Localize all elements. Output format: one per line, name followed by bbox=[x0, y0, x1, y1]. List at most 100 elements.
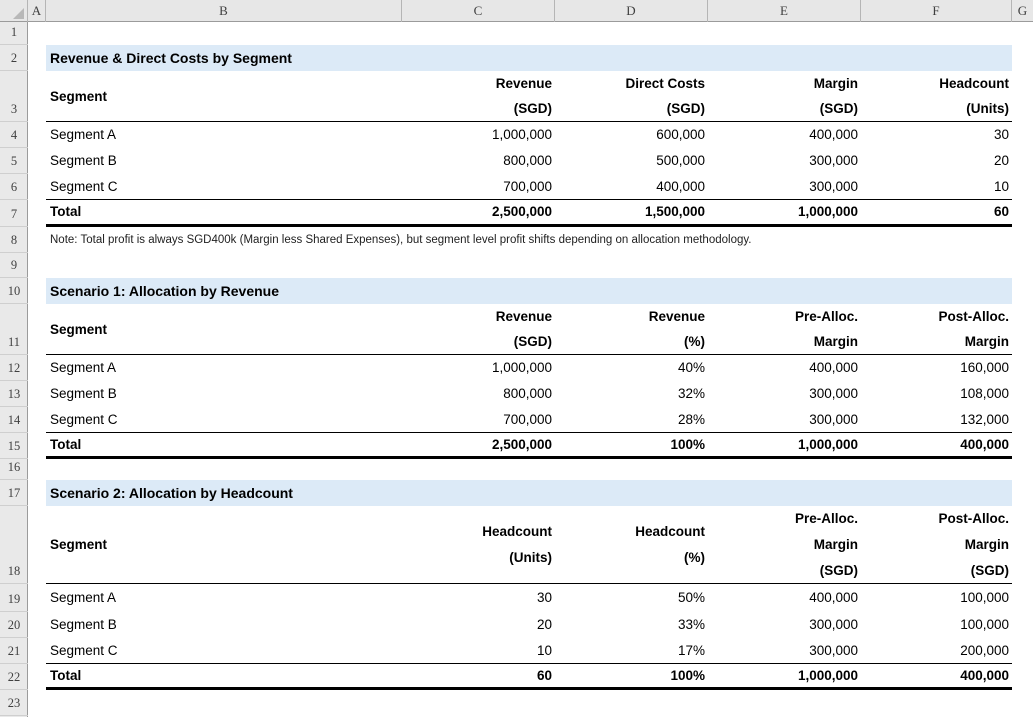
cell-value[interactable]: 28% bbox=[677, 412, 705, 427]
cell-value[interactable]: 600,000 bbox=[656, 127, 705, 142]
cell-value[interactable]: 20 bbox=[536, 617, 552, 632]
cell-value[interactable]: 300,000 bbox=[809, 153, 858, 168]
row-header-3[interactable]: 3 bbox=[0, 71, 28, 122]
row-header-8[interactable]: 8 bbox=[0, 227, 28, 253]
row-header-14[interactable]: 14 bbox=[0, 407, 28, 433]
row-header-6[interactable]: 6 bbox=[0, 174, 28, 200]
row-header-23[interactable]: 23 bbox=[0, 690, 28, 716]
cell-value[interactable]: 300,000 bbox=[809, 179, 858, 194]
cell-value[interactable]: 200,000 bbox=[960, 643, 1009, 658]
cell-value[interactable]: 1,000,000 bbox=[491, 360, 552, 375]
cell-total-label[interactable]: Total bbox=[50, 204, 82, 219]
cell-value[interactable]: 400,000 bbox=[809, 127, 858, 142]
cell-value[interactable]: 132,000 bbox=[960, 412, 1009, 427]
column-header-g[interactable]: G bbox=[1017, 3, 1028, 18]
cell-value[interactable]: 1,000,000 bbox=[491, 127, 552, 142]
cell-total-value[interactable]: 100% bbox=[670, 437, 705, 452]
cell-value[interactable]: 32% bbox=[677, 386, 705, 401]
column-header-a[interactable]: A bbox=[28, 0, 46, 22]
cell-value[interactable]: 400,000 bbox=[656, 179, 705, 194]
cell-value[interactable]: 30 bbox=[536, 590, 552, 605]
column-header-d[interactable]: D bbox=[555, 0, 708, 22]
header-cell-revenue-sgd[interactable]: Revenue (SGD) bbox=[495, 309, 552, 349]
cell-segment[interactable]: Segment C bbox=[50, 412, 118, 427]
cell-segment[interactable]: Segment C bbox=[50, 179, 118, 194]
cell-value[interactable]: 100,000 bbox=[960, 590, 1009, 605]
cell-total-value[interactable]: 100% bbox=[670, 668, 705, 683]
cell-segment[interactable]: Segment B bbox=[50, 386, 117, 401]
section-title-band[interactable]: Scenario 2: Allocation by Headcount bbox=[46, 480, 1012, 506]
header-cell-direct-costs[interactable]: Direct Costs (SGD) bbox=[625, 76, 705, 116]
cell-value[interactable]: 400,000 bbox=[809, 360, 858, 375]
cell-value[interactable]: 160,000 bbox=[960, 360, 1009, 375]
cell-total-value[interactable]: 1,000,000 bbox=[797, 668, 858, 683]
cell-segment[interactable]: Segment A bbox=[50, 590, 117, 605]
row-header-20[interactable]: 20 bbox=[0, 612, 28, 638]
row-header-5[interactable]: 5 bbox=[0, 148, 28, 174]
row-header-11[interactable]: 11 bbox=[0, 304, 28, 355]
cell-value[interactable]: 700,000 bbox=[503, 179, 552, 194]
cell-total-value[interactable]: 400,000 bbox=[960, 437, 1009, 452]
row-header-17[interactable]: 17 bbox=[0, 480, 28, 506]
note-text[interactable]: Note: Total profit is always SGD400k (Ma… bbox=[50, 234, 752, 246]
cell-value[interactable]: 300,000 bbox=[809, 412, 858, 427]
row-header-19[interactable]: 19 bbox=[0, 584, 28, 612]
cell-value[interactable]: 100,000 bbox=[960, 617, 1009, 632]
header-cell-headcount[interactable]: Headcount (Units) bbox=[939, 76, 1009, 116]
row-header-21[interactable]: 21 bbox=[0, 638, 28, 664]
cell-total-value[interactable]: 2,500,000 bbox=[491, 437, 552, 452]
header-cell-post-alloc-margin[interactable]: Post-Alloc. Margin bbox=[938, 309, 1009, 349]
row-header-12[interactable]: 12 bbox=[0, 355, 28, 381]
cell-total-value[interactable]: 1,500,000 bbox=[644, 204, 705, 219]
cell-value[interactable]: 10 bbox=[993, 179, 1009, 194]
cell-value[interactable]: 20 bbox=[993, 153, 1009, 168]
cell-total-value[interactable]: 1,000,000 bbox=[797, 204, 858, 219]
header-cell-revenue-pct[interactable]: Revenue (%) bbox=[648, 309, 705, 349]
column-header-e[interactable]: E bbox=[708, 0, 861, 22]
cell-segment[interactable]: Segment A bbox=[50, 127, 117, 142]
header-cell-headcount-pct[interactable]: Headcount (%) bbox=[635, 523, 705, 565]
column-header-c[interactable]: C bbox=[402, 0, 555, 22]
row-header-7[interactable]: 7 bbox=[0, 200, 28, 227]
header-cell-headcount-units[interactable]: Headcount (Units) bbox=[482, 523, 552, 565]
column-header-f[interactable]: F bbox=[861, 0, 1012, 22]
cell-value[interactable]: 30 bbox=[993, 127, 1009, 142]
header-cell-segment[interactable]: Segment bbox=[50, 321, 108, 337]
cell-value[interactable]: 17% bbox=[677, 643, 705, 658]
cell-value[interactable]: 50% bbox=[677, 590, 705, 605]
row-header-13[interactable]: 13 bbox=[0, 381, 28, 407]
select-all-corner[interactable] bbox=[0, 0, 28, 22]
row-header-10[interactable]: 10 bbox=[0, 278, 28, 304]
section-title-band[interactable]: Scenario 1: Allocation by Revenue bbox=[46, 278, 1012, 304]
row-header-22[interactable]: 22 bbox=[0, 664, 28, 690]
cell-value[interactable]: 10 bbox=[536, 643, 552, 658]
row-header-4[interactable]: 4 bbox=[0, 122, 28, 148]
cell-total-value[interactable]: 1,000,000 bbox=[797, 437, 858, 452]
cell-total-value[interactable]: 60 bbox=[536, 668, 552, 683]
cell-value[interactable]: 40% bbox=[677, 360, 705, 375]
row-header-2[interactable]: 2 bbox=[0, 45, 28, 71]
cell-value[interactable]: 108,000 bbox=[960, 386, 1009, 401]
cell-total-label[interactable]: Total bbox=[50, 437, 82, 452]
cell-value[interactable]: 800,000 bbox=[503, 153, 552, 168]
cell-total-value[interactable]: 60 bbox=[993, 204, 1009, 219]
cell-value[interactable]: 700,000 bbox=[503, 412, 552, 427]
cell-value[interactable]: 500,000 bbox=[656, 153, 705, 168]
header-cell-pre-alloc-margin[interactable]: Pre-Alloc. Margin bbox=[794, 309, 858, 349]
cell-value[interactable]: 300,000 bbox=[809, 617, 858, 632]
header-cell-post-alloc-margin[interactable]: Post-Alloc. Margin (SGD) bbox=[938, 510, 1009, 578]
cell-segment[interactable]: Segment B bbox=[50, 153, 117, 168]
header-cell-segment[interactable]: Segment bbox=[50, 88, 108, 104]
cell-segment[interactable]: Segment A bbox=[50, 360, 117, 375]
cell-total-label[interactable]: Total bbox=[50, 668, 82, 683]
cell-value[interactable]: 33% bbox=[677, 617, 705, 632]
row-header-18[interactable]: 18 bbox=[0, 506, 28, 584]
row-header-9[interactable]: 9 bbox=[0, 253, 28, 278]
cell-value[interactable]: 300,000 bbox=[809, 643, 858, 658]
row-header-16[interactable]: 16 bbox=[0, 459, 28, 480]
header-cell-margin[interactable]: Margin (SGD) bbox=[813, 76, 858, 116]
row-header-15[interactable]: 15 bbox=[0, 433, 28, 459]
header-cell-revenue[interactable]: Revenue (SGD) bbox=[495, 76, 552, 116]
column-header-b[interactable]: B bbox=[46, 0, 402, 22]
row-header-1[interactable]: 1 bbox=[0, 22, 28, 45]
